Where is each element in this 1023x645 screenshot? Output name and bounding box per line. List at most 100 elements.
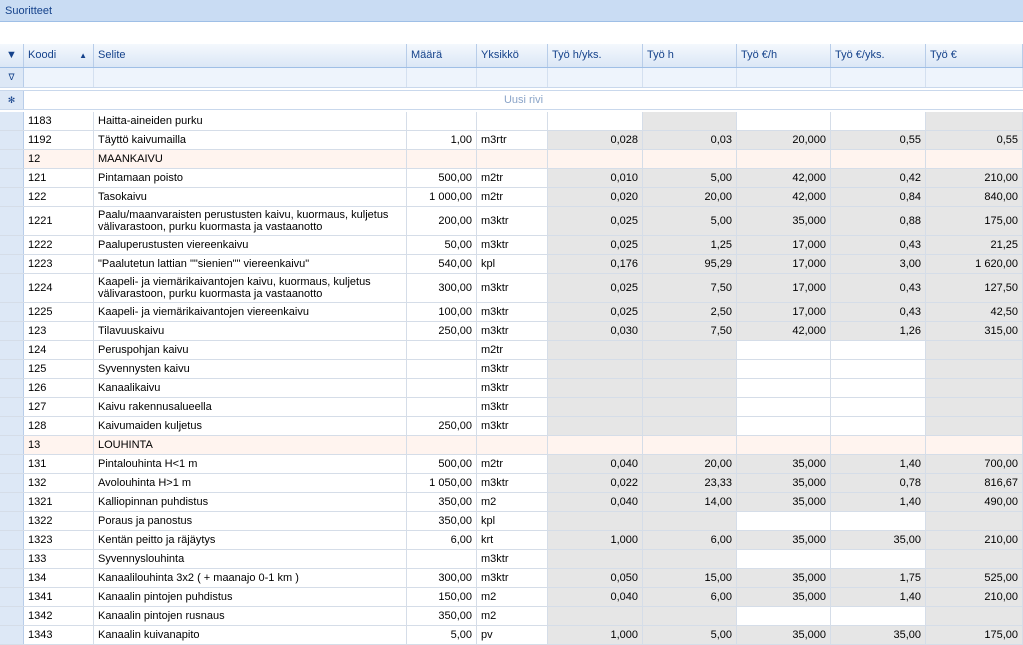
cell-selite[interactable]: Kaivumaiden kuljetus [94, 417, 407, 435]
cell-tyo-h[interactable]: 20,00 [643, 188, 737, 206]
cell-yksikko[interactable]: m3rtr [477, 131, 548, 149]
filter-cell[interactable] [94, 68, 407, 87]
cell-maara[interactable]: 350,00 [407, 512, 477, 530]
cell-tyo-eur[interactable]: 840,00 [926, 188, 1023, 206]
cell-tyo-h-yks[interactable]: 1,000 [548, 626, 643, 644]
cell-tyo-h-yks[interactable] [548, 112, 643, 130]
cell-tyo-h[interactable]: 2,50 [643, 303, 737, 321]
cell-tyo-eur-h[interactable]: 35,000 [737, 626, 831, 644]
column-chooser-icon[interactable]: ▼ [0, 44, 24, 67]
filter-cell[interactable] [737, 68, 831, 87]
cell-yksikko[interactable]: krt [477, 531, 548, 549]
cell-tyo-eur-h[interactable]: 42,000 [737, 322, 831, 340]
cell-koodi[interactable]: 132 [24, 474, 94, 492]
cell-tyo-eur[interactable] [926, 398, 1023, 416]
cell-maara[interactable]: 300,00 [407, 569, 477, 587]
cell-tyo-eur[interactable] [926, 341, 1023, 359]
column-header-tyo-eur-h[interactable]: Työ €/h [737, 44, 831, 67]
table-row[interactable]: 125 Syvennysten kaivu m3ktr [0, 360, 1023, 379]
cell-tyo-eur-yks[interactable]: 0,42 [831, 169, 926, 187]
table-row[interactable]: 1225 Kaapeli- ja viemärikaivantojen viere… [0, 303, 1023, 322]
row-indicator[interactable] [0, 588, 24, 606]
cell-tyo-h[interactable]: 5,00 [643, 207, 737, 235]
cell-maara[interactable]: 540,00 [407, 255, 477, 273]
cell-tyo-eur[interactable]: 127,50 [926, 274, 1023, 302]
cell-selite[interactable]: Täyttö kaivumailla [94, 131, 407, 149]
cell-tyo-eur-h[interactable] [737, 150, 831, 168]
cell-tyo-eur[interactable]: 490,00 [926, 493, 1023, 511]
cell-tyo-eur-yks[interactable]: 1,26 [831, 322, 926, 340]
row-indicator[interactable] [0, 474, 24, 492]
table-row[interactable]: 1223 "Paalutetun lattian ""sienien"" vier… [0, 255, 1023, 274]
cell-koodi[interactable]: 1222 [24, 236, 94, 254]
cell-tyo-eur-yks[interactable] [831, 417, 926, 435]
cell-tyo-eur-yks[interactable]: 0,55 [831, 131, 926, 149]
row-indicator[interactable] [0, 512, 24, 530]
cell-tyo-h[interactable]: 5,00 [643, 626, 737, 644]
column-header-maara[interactable]: Määrä [407, 44, 477, 67]
cell-selite[interactable]: Peruspohjan kaivu [94, 341, 407, 359]
cell-tyo-h-yks[interactable] [548, 607, 643, 625]
cell-tyo-eur[interactable]: 525,00 [926, 569, 1023, 587]
cell-tyo-eur-h[interactable] [737, 379, 831, 397]
cell-tyo-h[interactable] [643, 512, 737, 530]
cell-tyo-eur-yks[interactable]: 1,40 [831, 588, 926, 606]
cell-tyo-h[interactable] [643, 150, 737, 168]
cell-tyo-eur[interactable]: 175,00 [926, 207, 1023, 235]
cell-koodi[interactable]: 131 [24, 455, 94, 473]
column-header-tyo-eur-yks[interactable]: Työ €/yks. [831, 44, 926, 67]
cell-koodi[interactable]: 127 [24, 398, 94, 416]
cell-tyo-eur-h[interactable]: 35,000 [737, 493, 831, 511]
cell-tyo-eur-yks[interactable] [831, 112, 926, 130]
cell-tyo-eur[interactable] [926, 512, 1023, 530]
cell-tyo-eur-yks[interactable]: 35,00 [831, 531, 926, 549]
cell-selite[interactable]: Kanaalin pintojen puhdistus [94, 588, 407, 606]
cell-maara[interactable]: 5,00 [407, 626, 477, 644]
cell-tyo-eur-h[interactable] [737, 341, 831, 359]
cell-tyo-h[interactable] [643, 607, 737, 625]
cell-tyo-eur-h[interactable]: 35,000 [737, 588, 831, 606]
cell-tyo-h[interactable]: 1,25 [643, 236, 737, 254]
cell-tyo-eur-h[interactable] [737, 436, 831, 454]
table-row[interactable]: 127 Kaivu rakennusalueella m3ktr [0, 398, 1023, 417]
cell-tyo-h[interactable] [643, 341, 737, 359]
cell-tyo-h[interactable]: 0,03 [643, 131, 737, 149]
cell-tyo-eur-yks[interactable] [831, 360, 926, 378]
table-row[interactable]: 121 Pintamaan poisto 500,00 m2tr 0,010 5,00 42… [0, 169, 1023, 188]
cell-tyo-eur-h[interactable]: 35,000 [737, 207, 831, 235]
cell-tyo-h[interactable]: 5,00 [643, 169, 737, 187]
cell-tyo-h-yks[interactable]: 0,025 [548, 274, 643, 302]
cell-tyo-h-yks[interactable] [548, 550, 643, 568]
cell-yksikko[interactable] [477, 436, 548, 454]
cell-selite[interactable]: Kanaalikaivu [94, 379, 407, 397]
cell-tyo-h[interactable] [643, 550, 737, 568]
cell-selite[interactable]: Poraus ja panostus [94, 512, 407, 530]
cell-yksikko[interactable]: m3ktr [477, 322, 548, 340]
cell-tyo-h-yks[interactable]: 0,028 [548, 131, 643, 149]
cell-tyo-h-yks[interactable]: 0,050 [548, 569, 643, 587]
table-row[interactable]: 131 Pintalouhinta H<1 m 500,00 m2tr 0,040 20,… [0, 455, 1023, 474]
cell-tyo-h-yks[interactable]: 1,000 [548, 531, 643, 549]
cell-yksikko[interactable]: m3ktr [477, 360, 548, 378]
table-row[interactable]: 1323 Kentän peitto ja räjäytys 6,00 krt 1,00… [0, 531, 1023, 550]
cell-maara[interactable]: 250,00 [407, 417, 477, 435]
cell-koodi[interactable]: 1192 [24, 131, 94, 149]
cell-koodi[interactable]: 1221 [24, 207, 94, 235]
cell-yksikko[interactable]: m3ktr [477, 474, 548, 492]
row-indicator[interactable] [0, 207, 24, 235]
cell-tyo-h[interactable]: 15,00 [643, 569, 737, 587]
cell-tyo-h[interactable]: 20,00 [643, 455, 737, 473]
cell-yksikko[interactable]: m2tr [477, 188, 548, 206]
cell-tyo-eur[interactable]: 210,00 [926, 588, 1023, 606]
cell-tyo-eur-h[interactable]: 42,000 [737, 169, 831, 187]
table-row[interactable]: 1222 Paaluperustusten viereenkaivu 50,00 m3… [0, 236, 1023, 255]
cell-maara[interactable]: 300,00 [407, 274, 477, 302]
new-row[interactable]: ✻ Uusi rivi [0, 90, 1023, 110]
cell-maara[interactable] [407, 398, 477, 416]
cell-tyo-h-yks[interactable] [548, 379, 643, 397]
cell-koodi[interactable]: 1342 [24, 607, 94, 625]
cell-selite[interactable]: Paalu/maanvaraisten perustusten kaivu, k… [94, 207, 407, 235]
cell-tyo-eur-h[interactable]: 20,000 [737, 131, 831, 149]
cell-yksikko[interactable]: m2tr [477, 169, 548, 187]
cell-tyo-eur-h[interactable]: 17,000 [737, 303, 831, 321]
